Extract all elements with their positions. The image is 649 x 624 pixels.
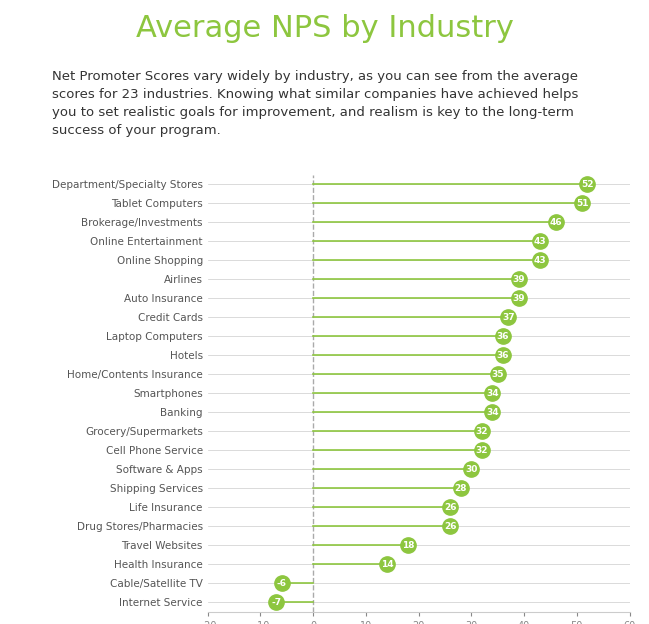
Text: 30: 30 [465, 465, 478, 474]
Text: Average NPS by Industry: Average NPS by Industry [136, 14, 513, 43]
Point [403, 540, 413, 550]
Text: 26: 26 [444, 522, 456, 530]
Point [382, 559, 392, 569]
Text: 34: 34 [486, 389, 498, 397]
Point [498, 350, 508, 360]
Point [503, 312, 513, 322]
Text: 39: 39 [513, 294, 525, 303]
Point [513, 293, 524, 303]
Point [582, 179, 593, 189]
Point [476, 445, 487, 455]
Point [445, 521, 456, 531]
Text: 32: 32 [476, 427, 488, 436]
Text: 34: 34 [486, 407, 498, 417]
Text: 43: 43 [533, 236, 546, 246]
Point [577, 198, 587, 208]
Text: 26: 26 [444, 502, 456, 512]
Text: 14: 14 [381, 560, 393, 568]
Point [271, 597, 282, 607]
Point [535, 236, 545, 246]
Point [476, 426, 487, 436]
Point [513, 274, 524, 284]
Point [493, 369, 503, 379]
Point [550, 217, 561, 227]
Text: 36: 36 [496, 351, 509, 359]
Point [445, 502, 456, 512]
Text: 18: 18 [402, 540, 414, 550]
Text: 35: 35 [491, 369, 504, 379]
Point [487, 407, 498, 417]
Text: 52: 52 [581, 180, 594, 188]
Text: 36: 36 [496, 331, 509, 341]
Text: 32: 32 [476, 446, 488, 455]
Text: 43: 43 [533, 256, 546, 265]
Text: 39: 39 [513, 275, 525, 284]
Point [498, 331, 508, 341]
Text: 28: 28 [454, 484, 467, 492]
Text: Net Promoter Scores vary widely by industry, as you can see from the average
sco: Net Promoter Scores vary widely by indus… [52, 70, 578, 137]
Point [276, 578, 287, 588]
Point [456, 483, 466, 493]
Point [487, 388, 498, 398]
Text: 46: 46 [550, 218, 562, 227]
Text: 51: 51 [576, 198, 589, 208]
Text: -6: -6 [276, 578, 286, 588]
Point [466, 464, 476, 474]
Text: -7: -7 [271, 598, 281, 607]
Text: 37: 37 [502, 313, 515, 321]
Point [535, 255, 545, 265]
